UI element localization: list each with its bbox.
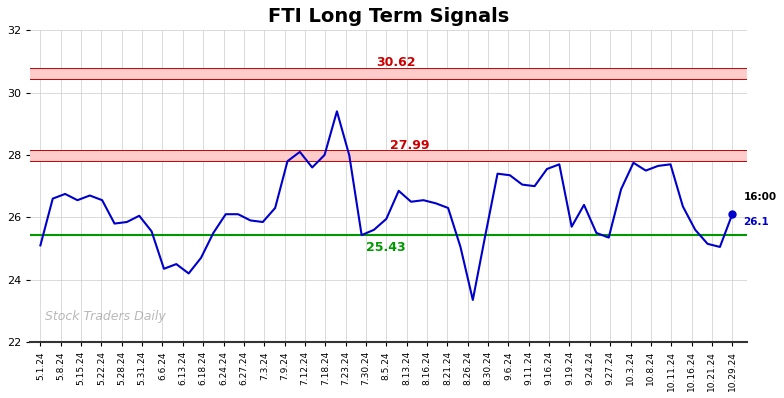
Text: 16:00: 16:00 [743,192,777,202]
Bar [31,150,746,161]
Text: 26.1: 26.1 [743,217,769,227]
Text: Stock Traders Daily: Stock Traders Daily [45,310,165,323]
Title: FTI Long Term Signals: FTI Long Term Signals [268,7,509,26]
Text: 30.62: 30.62 [376,55,416,68]
Text: 25.43: 25.43 [366,241,405,254]
Bar [31,68,746,79]
Text: 27.99: 27.99 [390,139,430,152]
